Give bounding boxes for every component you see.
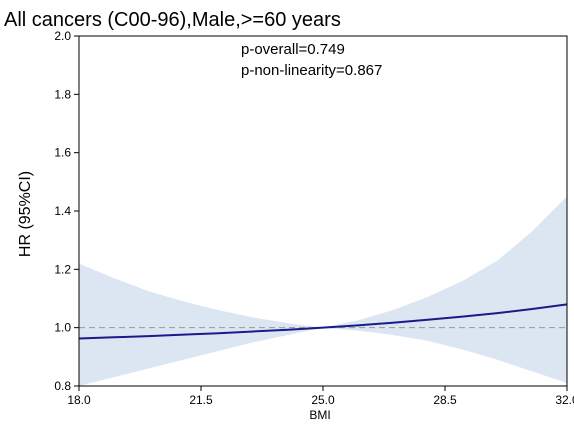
p-overall-annotation: p-overall=0.749 [241, 41, 345, 58]
plot-area [78, 35, 568, 387]
x-tick-label: 32.0 [555, 393, 574, 407]
x-axis-label: BMI [309, 408, 330, 422]
p-nonlinearity-annotation: p-non-linearity=0.867 [241, 62, 382, 79]
chart-title: All cancers (C00-96),Male,>=60 years [4, 9, 341, 31]
x-tick-label: 21.5 [189, 393, 213, 407]
x-tick-label: 18.0 [67, 393, 91, 407]
x-axis: 18.0 21.5 25.0 28.5 32.0 [67, 386, 574, 407]
y-tick-label: 1.0 [54, 321, 71, 335]
y-tick-label: 0.8 [54, 379, 71, 393]
y-tick-label: 1.2 [54, 262, 71, 276]
x-tick-label: 25.0 [311, 393, 335, 407]
y-tick-label: 2.0 [54, 29, 71, 43]
y-tick-label: 1.6 [54, 146, 71, 160]
x-tick-label: 28.5 [433, 393, 457, 407]
y-tick-label: 1.8 [54, 87, 71, 101]
y-tick-label: 1.4 [54, 204, 71, 218]
y-axis: 0.8 1.0 1.2 1.4 1.6 1.8 2.0 [54, 29, 79, 393]
confidence-band [79, 196, 567, 386]
hr-curve [78, 303, 568, 340]
y-axis-label: HR (95%CI) [17, 171, 34, 257]
